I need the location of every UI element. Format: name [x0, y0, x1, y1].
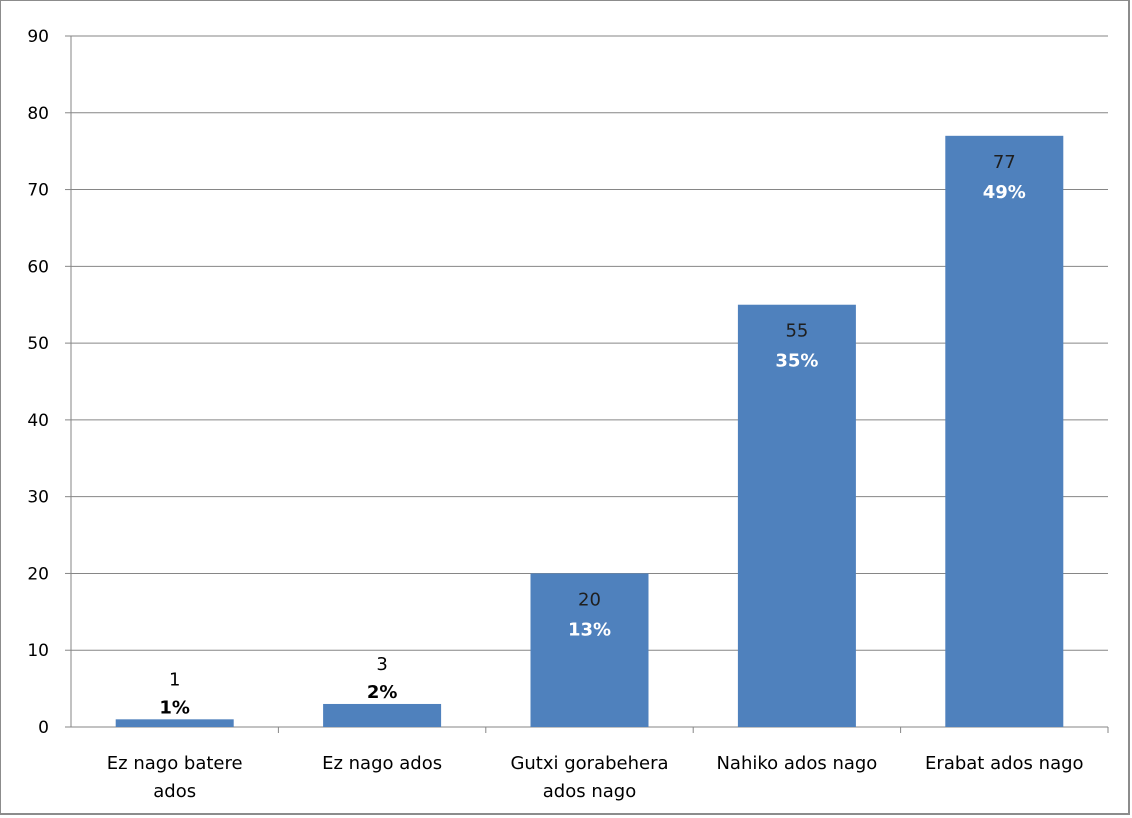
bar-1 [323, 703, 442, 727]
category-label-2-1: ados nago [543, 781, 636, 802]
bar-2 [530, 573, 649, 727]
data-label-value-2: 20 [578, 589, 601, 610]
data-label-value-1: 3 [376, 654, 387, 675]
y-tick-label-10: 10 [27, 641, 49, 661]
bar-0 [115, 719, 234, 727]
bar-4 [945, 135, 1064, 728]
data-label-value-4: 77 [993, 152, 1016, 173]
category-label-0-1: ados [153, 781, 196, 802]
data-label-percent-4: 49% [983, 182, 1026, 203]
category-label-3-0: Nahiko ados nago [716, 753, 877, 774]
bar-3 [737, 304, 856, 727]
category-label-0-0: Ez nago batere [107, 753, 243, 774]
category-label-4-0: Erabat ados nago [925, 753, 1083, 774]
y-tick-label-90: 90 [27, 27, 49, 47]
data-label-value-0: 1 [169, 669, 180, 690]
y-tick-label-70: 70 [27, 181, 49, 201]
y-tick-label-20: 20 [27, 564, 49, 584]
category-label-1-0: Ez nago ados [322, 753, 442, 774]
y-tick-label-0: 0 [38, 718, 49, 738]
data-label-value-3: 55 [785, 321, 808, 342]
category-label-2-0: Gutxi gorabehera [510, 753, 668, 774]
data-label-percent-2: 13% [568, 619, 611, 640]
y-tick-label-80: 80 [27, 104, 49, 124]
y-tick-label-30: 30 [27, 488, 49, 508]
y-tick-label-60: 60 [27, 257, 49, 277]
data-label-percent-0: 1% [159, 697, 190, 718]
data-label-percent-3: 35% [775, 351, 818, 372]
y-tick-label-40: 40 [27, 411, 49, 431]
y-tick-label-50: 50 [27, 334, 49, 354]
data-label-percent-1: 2% [367, 682, 398, 703]
